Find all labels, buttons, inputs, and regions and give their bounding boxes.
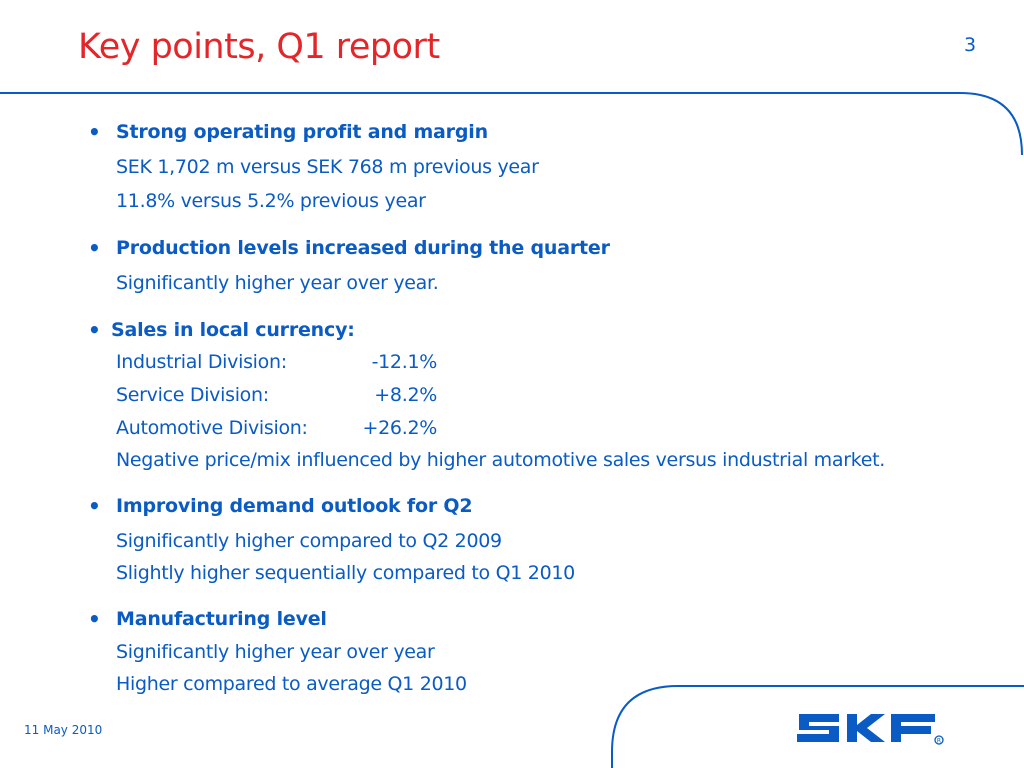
section-line: Higher compared to average Q1 2010 [116,673,467,695]
footer-date: 11 May 2010 [24,723,103,737]
bullet-icon: • [88,494,101,518]
division-value: -12.1% [371,351,438,373]
section-heading: Improving demand outlook for Q2 [116,495,473,517]
section-heading: Production levels increased during the q… [116,237,610,259]
division-value: +8.2% [374,384,437,406]
section-line: Significantly higher compared to Q2 2009 [116,530,502,552]
division-name: Service Division: [116,384,269,406]
skf-logo: R [797,714,944,745]
section-heading: Strong operating profit and margin [116,121,488,143]
section-heading: Manufacturing level [116,608,327,630]
bullet-icon: • [88,607,101,631]
svg-text:R: R [937,738,941,745]
bullet-icon: • [88,236,101,260]
section-line: SEK 1,702 m versus SEK 768 m previous ye… [116,156,539,178]
slide-title: Key points, Q1 report [78,27,440,67]
section-line: 11.8% versus 5.2% previous year [116,190,426,212]
division-row: Industrial Division: [116,350,287,374]
section-heading: Sales in local currency: [111,319,355,341]
section-note: Negative price/mix influenced by higher … [116,449,886,471]
division-value: +26.2% [362,417,438,439]
division-row: Service Division: [116,383,269,407]
section-line: Slightly higher sequentially compared to… [116,562,575,584]
division-name: Automotive Division: [116,417,308,439]
section-line: Significantly higher year over year [116,641,435,663]
division-name: Industrial Division: [116,351,287,373]
division-row: Automotive Division: [116,416,308,440]
section-line: Significantly higher year over year. [116,272,439,294]
bullet-icon: • [88,120,101,144]
bullet-icon: • [88,318,101,342]
page-number: 3 [964,34,977,56]
